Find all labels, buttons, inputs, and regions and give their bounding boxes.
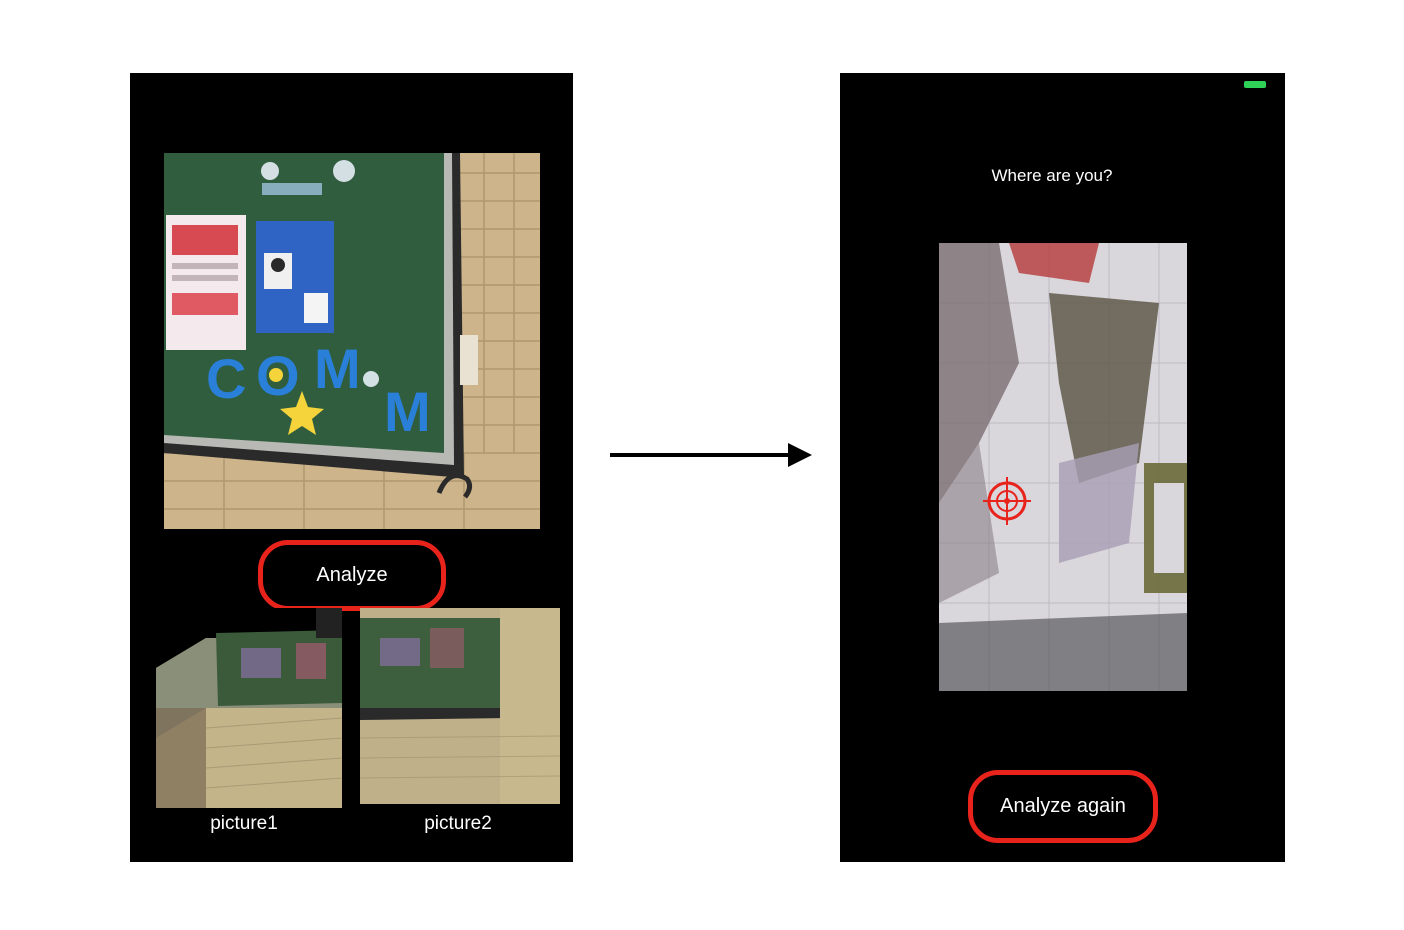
point-cloud-picture2[interactable] [360, 608, 560, 804]
picture2-caption: picture2 [424, 813, 492, 834]
bulletin-board-image: C O M M [164, 153, 540, 529]
analyze-button-label: Analyze [316, 564, 388, 586]
photo-letter: M [384, 380, 431, 443]
photo-letter: M [314, 337, 361, 400]
analyze-again-button-label: Analyze again [1000, 795, 1126, 817]
captured-photo: C O M M [164, 153, 540, 529]
battery-icon [1244, 81, 1266, 88]
picture1-caption: picture1 [210, 813, 278, 834]
analyze-again-button[interactable]: Analyze again [968, 770, 1158, 843]
photo-letter: C [206, 347, 246, 410]
left-phone-screen: C O M M Analyze [130, 73, 573, 862]
target-marker-icon [983, 477, 1031, 525]
point-cloud-map-view[interactable] [939, 243, 1187, 691]
right-phone-screen: Where are you? [840, 73, 1285, 862]
location-question: Where are you? [991, 166, 1113, 185]
analyze-button[interactable]: Analyze [258, 540, 446, 611]
right-arrow-icon [610, 443, 812, 467]
point-cloud-picture1[interactable] [146, 608, 342, 808]
